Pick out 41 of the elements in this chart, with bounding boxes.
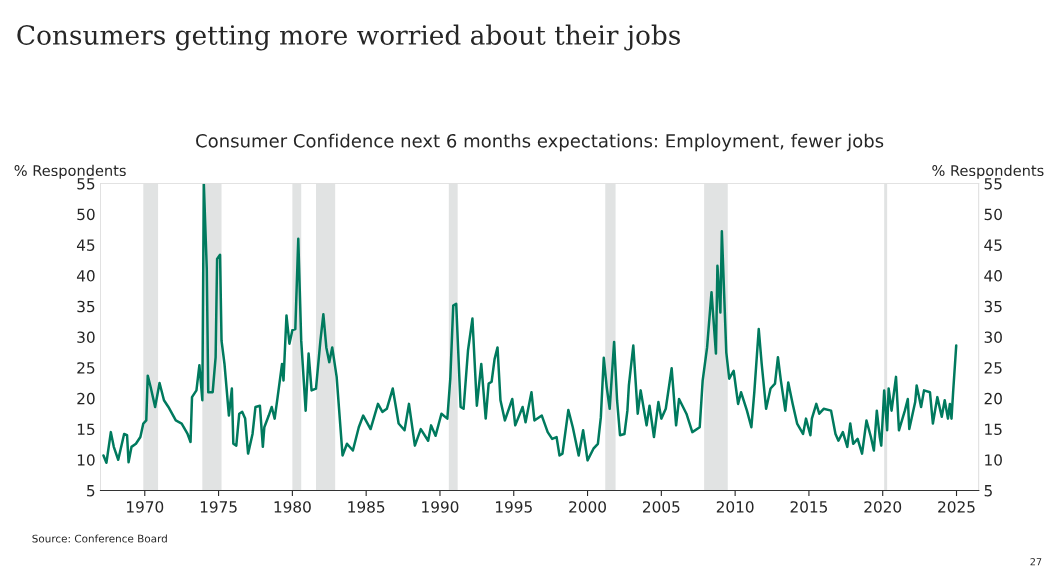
y-tick-label: 30 — [77, 331, 95, 343]
y2-tick-label: 30 — [984, 331, 1002, 343]
y-tick-label: 55 — [77, 178, 95, 190]
x-tick-label: 1995 — [495, 501, 532, 513]
y2-tick-label: 35 — [984, 300, 1002, 313]
x-tick-label: 1975 — [200, 501, 237, 513]
y-tick-label: 35 — [77, 300, 95, 313]
x-tick-label: 2025 — [938, 501, 975, 513]
y2-tick-label: 20 — [984, 392, 1002, 405]
y2-tick-label: 25 — [984, 362, 1002, 374]
x-tick-label: 2005 — [643, 501, 680, 513]
y-tick-label: 25 — [77, 362, 95, 374]
x-tick-label: 1990 — [422, 501, 459, 513]
source-note: Source: Conference Board — [32, 534, 167, 543]
line-series — [102, 183, 958, 465]
x-tick-label: 1980 — [274, 501, 311, 513]
text: 27 — [1030, 558, 1042, 566]
y-tick-label: 50 — [77, 208, 95, 221]
x-tick-label: 2020 — [864, 501, 902, 513]
y2-tick-label: 40 — [984, 270, 1002, 282]
x-tick-label: 2015 — [790, 501, 828, 513]
y-tick-label: 45 — [76, 239, 95, 251]
y2-tick-label: 5 — [984, 485, 992, 497]
y-axis-title: % Respondents — [14, 164, 126, 179]
y-tick-label: 20 — [77, 392, 95, 405]
y-tick-label: 10 — [77, 454, 95, 466]
y2-tick-label: 45 — [984, 239, 1002, 251]
y-tick-label: 15 — [77, 423, 95, 436]
chart-subtitle: Consumer Confidence next 6 months expectations: Employment, fewer jobs — [196, 133, 884, 152]
y2-axis-title: % Respondents — [932, 164, 1044, 179]
x-tick-label: 1985 — [348, 501, 385, 513]
chart-title: Consumers getting more worried about their jobs — [17, 24, 680, 51]
x-tick-label: 1970 — [127, 501, 164, 513]
y-tick-label: 5 — [87, 485, 95, 497]
x-tick-label: 2010 — [716, 501, 754, 513]
y2-tick-label: 55 — [984, 178, 1002, 190]
y-tick-label: 40 — [76, 270, 95, 282]
y2-tick-label: 10 — [985, 454, 1002, 466]
y2-tick-label: 15 — [985, 423, 1002, 436]
x-tick-label: 2000 — [569, 501, 606, 513]
y2-tick-label: 50 — [984, 208, 1002, 221]
